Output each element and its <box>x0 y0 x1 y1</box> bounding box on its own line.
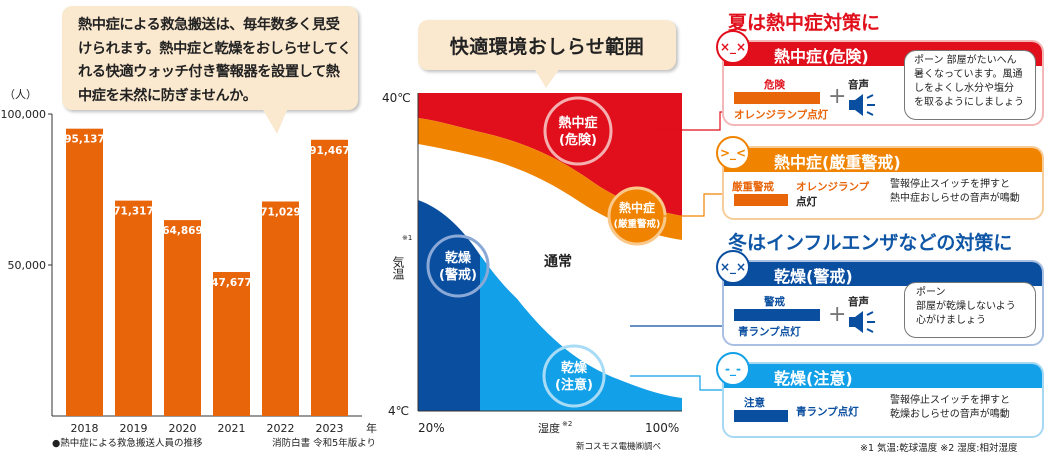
speech-bubble <box>904 282 1036 338</box>
y-tick-label: 50,000 <box>8 259 47 272</box>
speaker-icon <box>849 94 875 116</box>
label-heat-danger-2: (危険) <box>559 132 597 148</box>
lamp-label-heat-warning-2: 点灯 <box>796 196 817 208</box>
x-axis-note: ※2 <box>562 420 572 428</box>
card-heat-warning: 熱中症(厳重警戒) 厳重警戒 オレンジランプ 点灯 警報停止スイッチを押すと 熱… <box>722 146 1044 220</box>
y-bottom-label: 4℃ <box>388 404 409 418</box>
card-heat-danger-title: 熱中症(危険) <box>774 47 869 66</box>
bar-value-label: 64,869 <box>162 225 203 237</box>
msg-line: ポーン 部屋がたいへん <box>914 55 1017 66</box>
x-tick-label: 2023 <box>316 422 344 435</box>
blue-lamp <box>734 309 820 321</box>
range-chart-source: 新コスモス電機㈱調べ <box>576 441 661 452</box>
speech-bubble <box>904 50 1036 120</box>
x-tick-label: 2018 <box>71 422 99 435</box>
sound-label-heat-danger: 音声 <box>848 79 869 91</box>
footnote: ※1 気温:乾球温度 ※2 湿度:相対湿度 <box>860 443 1018 454</box>
title-tail <box>534 68 560 88</box>
x-unit-label: 年 <box>366 421 377 435</box>
x-tick-label: 2020 <box>169 422 197 435</box>
y-axis-label: 気温 <box>391 255 405 280</box>
card-dry-caution-title: 乾燥(注意) <box>774 369 853 388</box>
x-axis-label: 湿度 <box>538 421 560 435</box>
blue-lamp <box>734 410 788 422</box>
lamp-label-dry-caution: 青ランプ点灯 <box>796 406 859 418</box>
card-dry-caution: 乾燥(注意) 注意 青ランプ点灯 警報停止スイッチを押すと 乾燥おしらせの音声が… <box>722 362 1044 438</box>
region-dry-caution <box>480 255 682 411</box>
winter-header: 冬はインフルエンザなどの対策に <box>728 232 1013 254</box>
sound-label-dry-warning: 音声 <box>848 296 869 308</box>
msg-line: 熱中症おしらせの音声が鳴動 <box>890 193 1020 204</box>
connector-lines <box>630 111 726 391</box>
bar-chart: （人） 100,000 50,000 95,137 2018 71,317 2019 64,8… <box>1 88 378 449</box>
region-heat-danger <box>418 93 682 216</box>
msg-line: 警報停止スイッチを押すと <box>890 395 1010 406</box>
msg-line: を取るようにしましょう <box>914 97 1024 108</box>
bar-chart-source: 消防白書 令和5年版より <box>272 437 376 449</box>
bar <box>213 272 250 416</box>
x-tick-label: 2022 <box>267 422 295 435</box>
y-unit-label: （人） <box>4 88 37 101</box>
label-heat-warning-1: 熱中症 <box>619 200 655 215</box>
bar <box>115 200 152 416</box>
bar-value-label: 91,467 <box>309 145 350 157</box>
range-chart: 熱中症 (危険) 熱中症 (厳重警戒) 通常 乾燥 (警戒) 乾燥 (注意) 4… <box>382 91 682 452</box>
callout-box <box>62 6 358 110</box>
x-right-label: 100% <box>645 421 679 435</box>
callout-tail <box>262 108 288 134</box>
y-axis-note: ※1 <box>402 234 412 242</box>
y-top-label: 40℃ <box>382 91 411 105</box>
lamp-label-heat-danger: オレンジランプ点灯 <box>734 109 829 121</box>
msg-line: 乾燥おしらせの音声が鳴動 <box>890 409 1010 420</box>
speaker-icon <box>849 311 875 333</box>
bar-value-label: 47,677 <box>211 277 252 289</box>
bar-value-label: 71,029 <box>260 206 301 218</box>
bar <box>164 220 201 416</box>
msg-line: 部屋が乾燥しないよう <box>916 301 1016 312</box>
y-tick-label: 100,000 <box>1 108 47 121</box>
msg-line: 暑くなっています。風通 <box>914 69 1023 80</box>
label-heat-warning-2: (厳重警戒) <box>614 218 661 230</box>
x-tick-label: 2021 <box>218 422 246 435</box>
label-dry-caution-2: (注意) <box>555 377 593 393</box>
lamp-label-heat-warning-1: オレンジランプ <box>796 181 870 193</box>
bar-value-label: 71,317 <box>113 206 154 218</box>
lamp-label-dry-warning: 青ランプ点灯 <box>738 326 801 338</box>
distressed-face-icon: ×_× <box>716 30 750 64</box>
msg-line: ポーン <box>916 287 946 298</box>
summer-header: 夏は熱中症対策に <box>728 12 881 34</box>
label-dry-warning-2: (警戒) <box>439 267 477 283</box>
sweating-face-icon: >_< <box>716 136 750 170</box>
x-left-label: 20% <box>418 421 445 435</box>
card-heat-danger: 熱中症(危険) 危険 オレンジランプ点灯 + 音声 ポーン 部屋がたいへん 暑く… <box>722 40 1044 126</box>
bar <box>262 201 299 416</box>
orange-lamp <box>734 92 820 104</box>
cold-face-icon: -_- <box>716 352 750 386</box>
bar <box>66 128 103 416</box>
msg-line: しをよくし水分や塩分 <box>914 83 1014 94</box>
label-normal: 通常 <box>544 253 572 270</box>
label-heat-danger-1: 熱中症 <box>558 115 597 131</box>
msg-line: 警報停止スイッチを押すと <box>890 179 1010 190</box>
lamp-top-heat-warning: 厳重警戒 <box>732 181 774 193</box>
plus-icon: + <box>828 302 847 327</box>
bar-value-label: 95,137 <box>64 134 105 146</box>
label-dry-caution-1: 乾燥 <box>561 360 588 376</box>
lamp-top-dry-warning: 警戒 <box>764 296 785 308</box>
x-tick-label: 2019 <box>120 422 148 435</box>
label-dry-warning-1: 乾燥 <box>445 250 472 266</box>
dry-face-icon: ×_× <box>716 250 750 284</box>
plus-icon: + <box>828 84 847 109</box>
lamp-top-dry-caution: 注意 <box>744 397 765 409</box>
orange-lamp <box>734 194 788 206</box>
card-heat-warning-title: 熱中症(厳重警戒) <box>774 153 901 172</box>
card-dry-warning: 乾燥(警戒) 警戒 青ランプ点灯 + 音声 ポーン 部屋が乾燥しないよう 心がけ… <box>722 260 1044 346</box>
lamp-top-heat-danger: 危険 <box>764 79 785 91</box>
bar-chart-caption: ●熱中症による救急搬送人員の推移 <box>52 437 203 449</box>
bar <box>311 139 348 416</box>
card-dry-warning-title: 乾燥(警戒) <box>774 267 853 286</box>
msg-line: 心がけましょう <box>916 315 986 326</box>
range-chart-title: 快適環境おしらせ範囲 <box>418 20 676 70</box>
callout-text: 熱中症による救急搬送は、毎年数多く見受けられます。熱中症と乾燥をおしらせしてくれ… <box>78 17 352 104</box>
